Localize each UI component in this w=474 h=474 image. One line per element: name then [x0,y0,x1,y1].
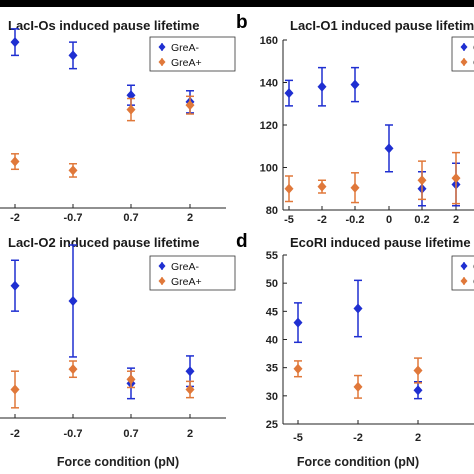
chart-panel-b: LacI-O1 induced pause lifetime 80 100 120 14… [260,18,474,226]
data-point-grea-plus [317,181,327,192]
data-point-grea-plus [68,364,78,375]
data-point-grea-plus [185,100,195,111]
legend-marker [460,43,468,51]
legend-box-d [451,255,474,291]
chart-title-c: LacI-O2 induced pause lifetime [8,235,199,250]
legend-marker [158,43,166,51]
data-point-grea-minus [10,280,20,291]
y-tick-label: 45 [266,306,278,318]
legend-marker [460,277,468,285]
data-point-grea-minus [185,366,195,377]
y-tick-label: 160 [260,35,278,47]
data-point-grea-minus [293,317,303,328]
data-point-grea-minus [68,50,78,61]
data-point-grea-plus [185,384,195,395]
legend-marker [158,58,166,66]
data-point-grea-plus [417,175,427,186]
data-point-grea-plus [284,183,294,194]
y-tick-label: 80 [266,205,278,217]
data-point-grea-minus [68,295,78,306]
data-point-grea-plus [126,374,136,385]
x-tick-label: 0.2 [414,214,429,226]
data-point-grea-plus [451,173,461,184]
x-tick-label: -0.7 [64,428,83,440]
data-point-grea-plus [68,165,78,176]
x-tick-label: 0.7 [123,428,138,440]
legend-label: GreA+ [171,276,202,288]
x-axis-label-c: Force condition (pN) [57,455,179,469]
y-tick-label: 35 [266,363,278,375]
data-point-grea-minus [413,385,423,396]
legend-label: GreA- [171,42,200,54]
data-point-grea-minus [126,90,136,101]
legend-marker [158,262,166,270]
y-tick-label: 25 [266,419,278,431]
x-tick-label: -2 [10,428,20,440]
y-tick-label: 100 [260,163,278,175]
legend-marker [158,277,166,285]
data-point-grea-plus [10,156,20,167]
y-tick-label: 55 [266,250,278,262]
x-tick-label: -2 [317,214,327,226]
x-tick-label: -5 [284,214,294,226]
data-point-grea-minus [10,37,20,48]
legend-marker [460,58,468,66]
y-tick-label: 140 [260,78,278,90]
legend-box-c [149,255,236,291]
x-tick-label: 2 [187,212,193,224]
y-tick-label: 120 [260,120,278,132]
x-tick-label: -2 [353,432,363,444]
data-point-grea-minus [284,88,294,99]
chart-panel-a: LacI-Os induced pause lifetime -2 -0.7 0.7 2… [0,18,236,224]
panel-label-b: b [236,12,248,33]
data-point-grea-plus [350,182,360,193]
chart-title-d: EcoRI induced pause lifetime [290,235,471,250]
data-point-grea-minus [350,79,360,90]
y-tick-label: 30 [266,391,278,403]
legend-box-b [451,36,474,72]
data-point-grea-minus [353,303,363,314]
x-tick-label: -0.7 [64,212,83,224]
legend-label: GreA- [171,261,200,273]
x-tick-label: 0.7 [123,212,138,224]
data-point-grea-plus [293,363,303,374]
x-tick-label: -0.2 [346,214,365,226]
x-tick-label: -5 [293,432,303,444]
data-point-grea-plus [353,381,363,392]
data-point-grea-minus [317,81,327,92]
chart-panel-c: LacI-O2 induced pause lifetime -2 -0.7 0.7 2… [0,235,236,440]
data-point-grea-minus [384,143,394,154]
legend-label: GreA+ [171,57,202,69]
x-axis-label-d: Force condition (pN) [297,455,419,469]
chart-title-a: LacI-Os induced pause lifetime [8,18,199,33]
x-tick-label: 2 [187,428,193,440]
x-tick-label: -2 [10,212,20,224]
chart-panel-d: EcoRI induced pause lifetime 25 30 35 40 45 50… [266,235,474,444]
legend-marker [460,262,468,270]
data-point-grea-plus [10,384,20,395]
x-tick-label: 2 [415,432,421,444]
data-point-grea-plus [413,365,423,376]
chart-title-b: LacI-O1 induced pause lifetime [290,18,474,33]
legend-box-a [149,36,236,72]
x-tick-label: 2 [453,214,459,226]
top-border [0,0,474,7]
y-tick-label: 50 [266,278,278,290]
x-tick-label: 0 [386,214,392,226]
y-tick-label: 40 [266,335,278,347]
data-point-grea-plus [126,104,136,115]
panel-label-d: d [236,231,248,252]
